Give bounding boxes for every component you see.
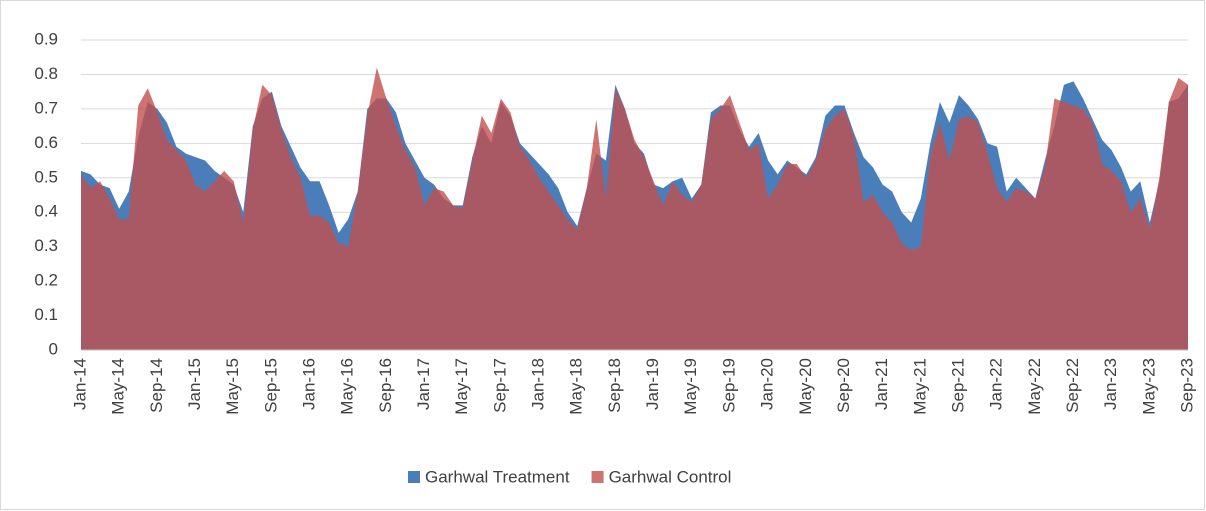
y-tick-label: 0	[49, 339, 58, 358]
x-tick-label: Sep-23	[1177, 358, 1196, 413]
y-tick-label: 0.3	[34, 236, 58, 255]
x-tick-label: Jan-21	[872, 358, 891, 410]
x-tick-label: Jan-20	[758, 358, 777, 410]
x-tick-label: Jan-22	[987, 358, 1006, 410]
x-tick-label: Sep-21	[948, 358, 967, 413]
legend-swatch	[408, 471, 420, 483]
x-tick-label: May-19	[681, 358, 700, 415]
legend-label: Garhwal Treatment	[425, 467, 570, 486]
x-tick-label: May-15	[223, 358, 242, 415]
area	[81, 67, 1188, 351]
y-tick-label: 0.2	[34, 271, 58, 290]
x-tick-label: Jan-14	[70, 358, 89, 410]
x-tick-label: Jan-15	[185, 358, 204, 410]
y-tick-label: 0.1	[34, 305, 58, 324]
x-tick-label: May-18	[567, 358, 586, 415]
x-tick-label: Jan-19	[643, 358, 662, 410]
legend-swatch	[591, 471, 604, 483]
x-tick-label: May-16	[338, 358, 357, 415]
y-tick-label: 0.8	[34, 64, 58, 83]
x-tick-label: May-17	[452, 358, 471, 415]
x-tick-label: Sep-18	[605, 358, 624, 413]
x-tick-label: Jan-16	[300, 358, 319, 410]
x-tick-label: Jan-18	[529, 358, 548, 410]
y-tick-label: 0.6	[34, 133, 58, 152]
x-tick-label: Sep-19	[719, 358, 738, 413]
x-tick-label: Sep-20	[834, 358, 853, 413]
x-tick-label: May-14	[109, 358, 128, 415]
x-tick-label: May-20	[796, 358, 815, 415]
x-tick-label: Sep-16	[376, 358, 395, 413]
x-tick-label: May-23	[1139, 358, 1158, 415]
x-tick-label: May-21	[910, 358, 929, 415]
x-tick-label: May-22	[1025, 358, 1044, 415]
legend-label: Garhwal Control	[609, 467, 732, 486]
y-tick-label: 0.4	[34, 202, 58, 221]
x-tick-label: Sep-22	[1063, 358, 1082, 413]
x-tick-label: Sep-17	[490, 358, 509, 413]
x-tick-label: Jan-23	[1101, 358, 1120, 410]
y-tick-label: 0.9	[34, 29, 58, 48]
y-tick-label: 0.7	[34, 98, 58, 117]
y-tick-label: 0.5	[34, 167, 58, 186]
x-tick-label: Sep-14	[147, 358, 166, 413]
x-tick-label: Sep-15	[261, 358, 280, 413]
x-tick-label: Jan-17	[414, 358, 433, 410]
